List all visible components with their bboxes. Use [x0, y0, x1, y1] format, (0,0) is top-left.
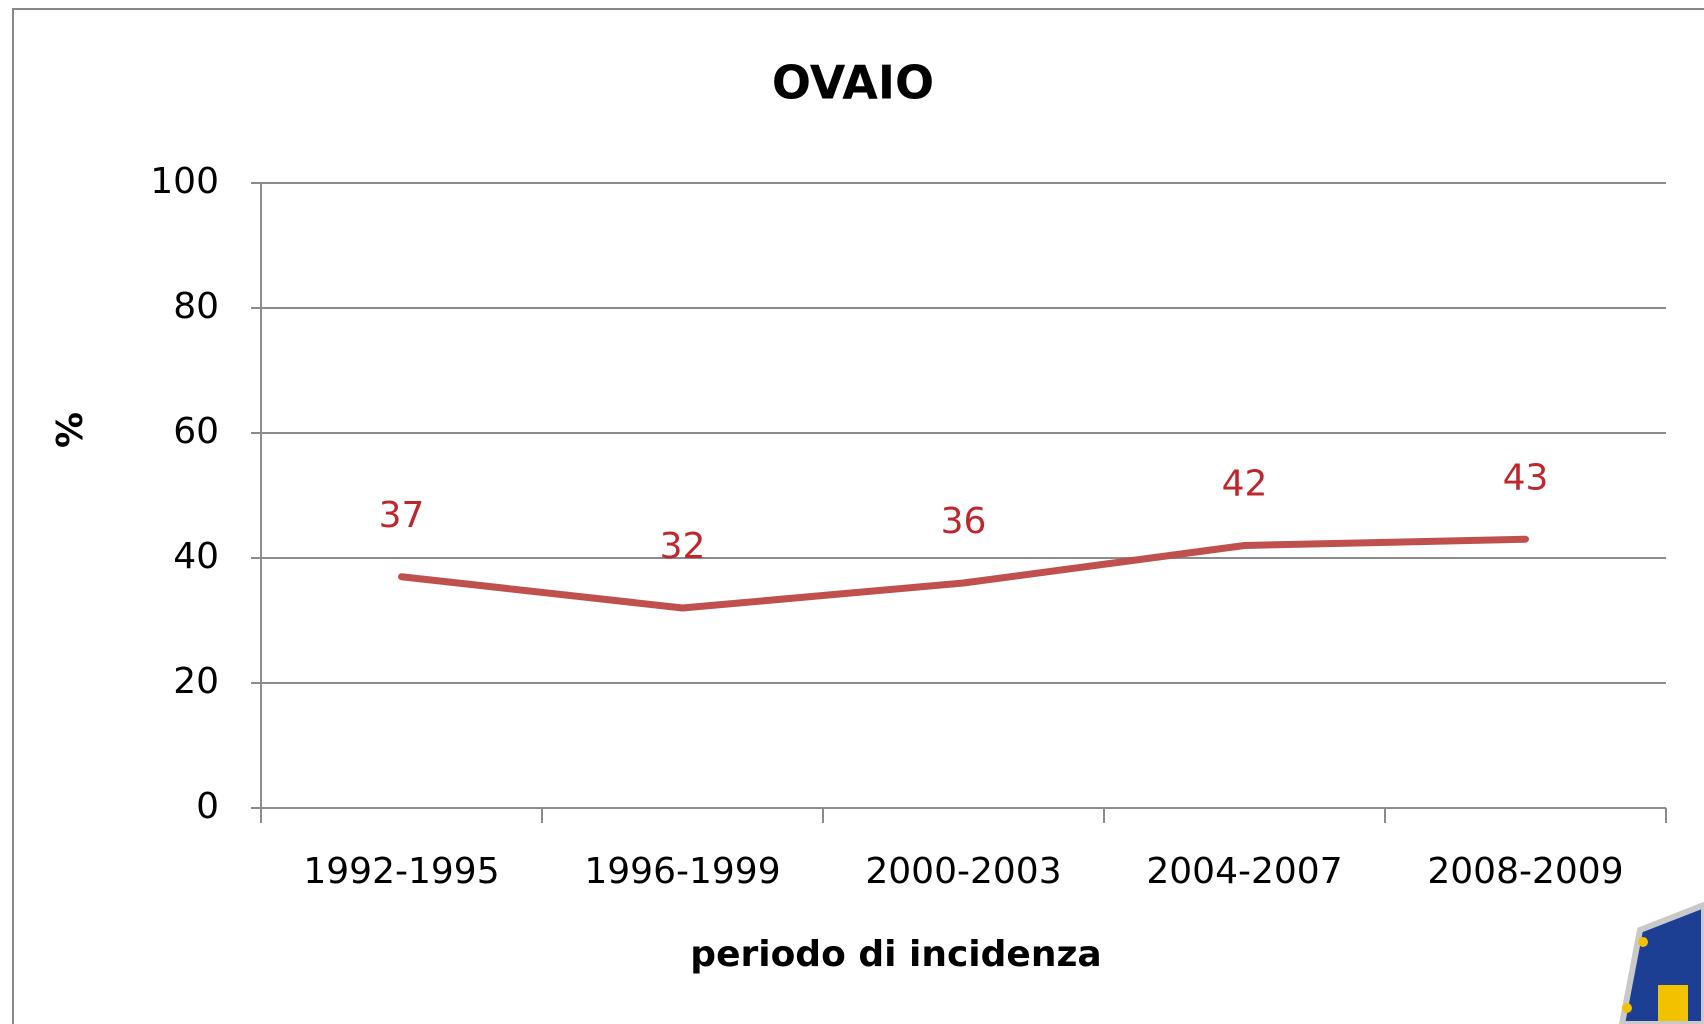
x-tick-label: 1992-1995 — [303, 851, 499, 892]
y-tick-label: 20 — [173, 661, 219, 702]
x-tick-label: 2008-2009 — [1427, 851, 1623, 892]
data-label: 36 — [941, 501, 987, 542]
data-label: 43 — [1503, 457, 1549, 498]
logo — [1618, 901, 1704, 1024]
y-tick-label: 40 — [173, 536, 219, 577]
data-line — [398, 535, 1529, 612]
data-label: 32 — [660, 526, 706, 567]
x-tick-label: 2004-2007 — [1146, 851, 1342, 892]
chart-frame — [12, 8, 1704, 1024]
x-tick-label: 1996-1999 — [584, 851, 780, 892]
y-axis-label: % — [50, 412, 91, 448]
x-axis-label: periodo di incidenza — [690, 934, 1101, 975]
y-tick-label: 100 — [150, 161, 219, 202]
x-tick-label: 2000-2003 — [865, 851, 1061, 892]
y-tick-label: 0 — [196, 786, 219, 827]
chart-title: OVAIO — [772, 56, 934, 110]
y-tick-label: 80 — [173, 286, 219, 327]
y-tick-label: 60 — [173, 411, 219, 452]
data-label: 37 — [379, 495, 425, 536]
data-label: 42 — [1222, 464, 1268, 505]
